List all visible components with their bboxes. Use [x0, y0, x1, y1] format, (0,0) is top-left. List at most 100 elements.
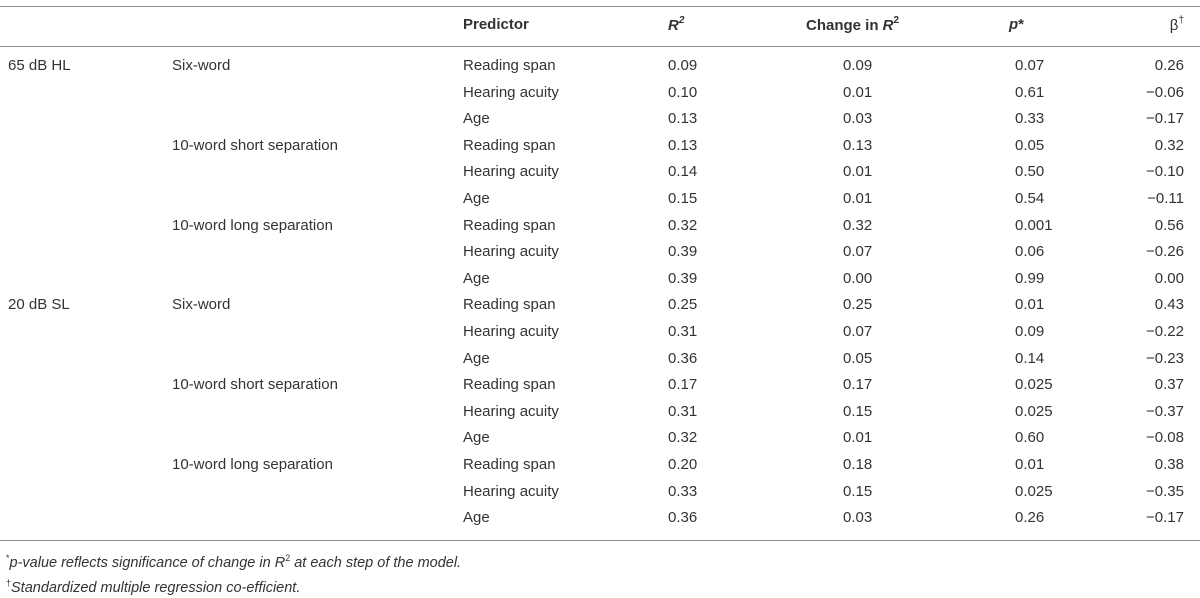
table-row: Age 0.36 0.05 0.14 −0.23 [0, 346, 1200, 373]
change-r2-cell: 0.15 [843, 482, 873, 500]
change-r2-cell: 0.15 [843, 402, 873, 420]
p-value-cell: 0.01 [1015, 456, 1045, 473]
predictor-cell: Hearing acuity [463, 163, 559, 181]
predictor-cell: Hearing acuity [463, 83, 559, 101]
beta-cell: −0.11 [1147, 190, 1184, 207]
beta-cell: −0.10 [1146, 163, 1184, 181]
beta-cell: 0.26 [1154, 57, 1184, 74]
table-row: 10-word short separation Reading span 0.13… [0, 133, 1200, 160]
beta-cell: 0.43 [1154, 296, 1184, 314]
p-value-cell: 0.61 [1015, 83, 1045, 101]
r2-cell: 0.17 [668, 376, 698, 394]
beta-cell: −0.35 [1146, 482, 1184, 500]
change-r2-cell: 0.05 [843, 349, 873, 367]
change-r2-cell: 0.07 [843, 323, 873, 340]
predictor-cell: Reading span [463, 57, 556, 74]
table-row: 65 dB HL Six-word Reading span 0.09 0.09 0.07… [0, 53, 1200, 80]
predictor-cell: Age [463, 269, 490, 287]
p-value-cell: 0.14 [1015, 349, 1045, 367]
r2-cell: 0.32 [668, 429, 698, 447]
p-value-cell: 0.01 [1015, 296, 1045, 314]
p-value-cell: 0.001 [1015, 216, 1053, 234]
p-value-cell: 0.025 [1015, 402, 1053, 420]
table-row: Hearing acuity 0.39 0.07 0.06 −0.26 [0, 239, 1200, 266]
p-value-cell: 0.025 [1015, 482, 1053, 500]
p-value-cell: 0.54 [1015, 190, 1045, 207]
change-r2-cell: 0.25 [843, 296, 873, 314]
predictor-cell: Age [463, 509, 490, 527]
predictor-cell: Reading span [463, 136, 556, 154]
beta-cell: −0.22 [1146, 323, 1184, 340]
table-row: Age 0.13 0.03 0.33 −0.17 [0, 106, 1200, 133]
beta-cell: −0.23 [1146, 349, 1184, 367]
p-value-cell: 0.09 [1015, 323, 1045, 340]
change-r2-cell: 0.17 [843, 376, 873, 394]
beta-cell: 0.32 [1154, 136, 1184, 154]
condition-cell: Six-word [172, 57, 231, 74]
p-value-cell: 0.07 [1015, 57, 1045, 74]
predictor-cell: Hearing acuity [463, 243, 559, 261]
beta-cell: −0.06 [1146, 83, 1184, 101]
r2-cell: 0.36 [668, 349, 698, 367]
beta-cell: −0.26 [1146, 243, 1184, 261]
condition-cell: 10-word long separation [172, 216, 333, 234]
predictor-cell: Age [463, 110, 490, 128]
footnote-p-value: *p-value reflects significance of change… [6, 553, 462, 571]
r2-cell: 0.31 [668, 402, 698, 420]
table-row: 10-word long separation Reading span 0.32 0… [0, 213, 1200, 240]
beta-cell: 0.00 [1154, 269, 1184, 287]
p-value-cell: 0.50 [1015, 163, 1045, 181]
predictor-cell: Reading span [463, 296, 556, 314]
table-row: Hearing acuity 0.14 0.01 0.50 −0.10 [0, 159, 1200, 186]
footnote-beta: †Standardized multiple regression co-eff… [6, 577, 301, 596]
r2-cell: 0.13 [668, 136, 698, 154]
predictor-cell: Age [463, 190, 490, 207]
change-r2-cell: 0.03 [843, 509, 873, 527]
table-row: Age 0.32 0.01 0.60 −0.08 [0, 425, 1200, 452]
top-rule [0, 6, 1200, 7]
r2-cell: 0.31 [668, 323, 698, 340]
header-rule [0, 46, 1200, 47]
predictor-cell: Age [463, 429, 490, 447]
table-row: Hearing acuity 0.31 0.07 0.09 −0.22 [0, 319, 1200, 346]
predictor-cell: Reading span [463, 216, 556, 234]
table-row: Age 0.36 0.03 0.26 −0.17 [0, 505, 1200, 532]
r2-cell: 0.25 [668, 296, 698, 314]
r2-cell: 0.36 [668, 509, 698, 527]
change-r2-cell: 0.01 [843, 190, 873, 207]
header-beta: β† [1169, 15, 1184, 34]
beta-cell: 0.38 [1154, 456, 1184, 473]
predictor-cell: Reading span [463, 376, 556, 394]
change-r2-cell: 0.07 [843, 243, 873, 261]
table-row: 20 dB SL Six-word Reading span 0.25 0.25 0.01… [0, 292, 1200, 319]
predictor-cell: Reading span [463, 456, 556, 473]
change-r2-cell: 0.00 [843, 269, 873, 287]
table-row: Age 0.15 0.01 0.54 −0.11 [0, 186, 1200, 213]
beta-cell: −0.17 [1146, 110, 1184, 128]
r2-cell: 0.10 [668, 83, 698, 101]
bottom-rule [0, 540, 1200, 541]
change-r2-cell: 0.13 [843, 136, 873, 154]
level-cell: 20 dB SL [8, 296, 70, 314]
table-row: 10-word long separation Reading span 0.20 0… [0, 452, 1200, 479]
change-r2-cell: 0.09 [843, 57, 873, 74]
level-cell: 65 dB HL [8, 57, 71, 74]
change-r2-cell: 0.01 [843, 429, 873, 447]
predictor-cell: Hearing acuity [463, 402, 559, 420]
condition-cell: 10-word long separation [172, 456, 333, 473]
condition-cell: 10-word short separation [172, 136, 338, 154]
predictor-cell: Hearing acuity [463, 323, 559, 340]
header-predictor: Predictor [463, 16, 529, 33]
p-value-cell: 0.60 [1015, 429, 1045, 447]
change-r2-cell: 0.01 [843, 163, 873, 181]
predictor-cell: Hearing acuity [463, 482, 559, 500]
header-r2: R2 [668, 15, 685, 34]
p-value-cell: 0.33 [1015, 110, 1045, 128]
beta-cell: 0.56 [1154, 216, 1184, 234]
table-row: Hearing acuity 0.10 0.01 0.61 −0.06 [0, 80, 1200, 107]
r2-cell: 0.09 [668, 57, 698, 74]
r2-cell: 0.13 [668, 110, 698, 128]
beta-cell: −0.17 [1146, 509, 1184, 527]
beta-cell: 0.37 [1154, 376, 1184, 394]
